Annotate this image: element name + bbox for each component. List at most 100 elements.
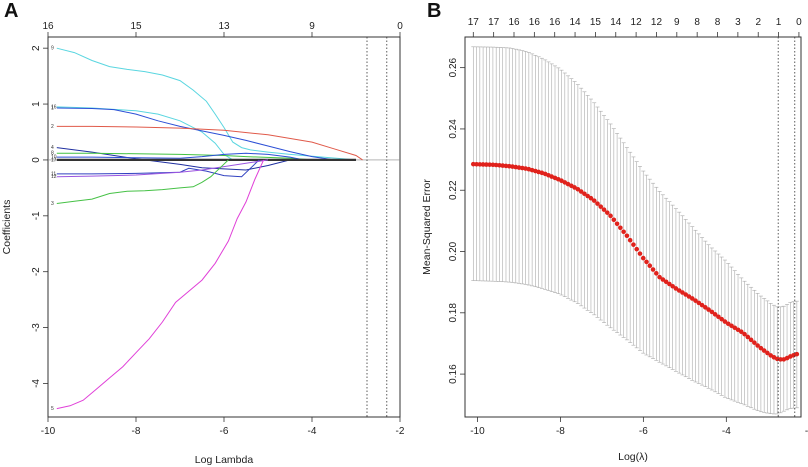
mse-point [703, 305, 708, 310]
coef-path-label-16: 16 [51, 104, 57, 110]
panel-b-toptick-label-11: 8 [694, 17, 700, 28]
panel-a-ytick-label-5: 1 [31, 101, 42, 107]
mse-point [618, 225, 623, 231]
panel-b-toptick-label-1: 17 [488, 17, 500, 28]
panel-b-xtick-label-0: -10 [470, 426, 485, 437]
coef-path-label-12: 12 [51, 174, 57, 180]
panel-b-xtick-label-3: -4 [722, 426, 731, 437]
coef-path-label-10: 10 [51, 155, 57, 161]
mse-point [657, 274, 662, 280]
panel-a-toptick-label-1: 15 [130, 21, 142, 32]
panel-b-xtick-label-4: -2 [805, 426, 808, 437]
panel-a-ytick-label-3: -1 [31, 211, 42, 220]
panel-a-xtick-label-2: -6 [220, 426, 229, 437]
mse-point [712, 312, 718, 317]
mse-point [591, 198, 597, 203]
mse-point [614, 221, 620, 227]
panel-a-xlabel: Log Lambda [195, 454, 254, 466]
mse-point [490, 162, 496, 168]
mse-point [585, 193, 590, 199]
mse-point [761, 348, 767, 353]
panel-a-xtick-label-1: -8 [132, 426, 141, 437]
panel-b-frame [464, 36, 802, 418]
mse-point [634, 246, 640, 252]
coef-path-label-8: 8 [51, 151, 54, 157]
panel-a-toptick-label-0: 16 [42, 21, 54, 32]
mse-point [644, 259, 649, 265]
mse-point [794, 351, 800, 357]
mse-point [758, 345, 764, 351]
panel-b-toptick-label-10: 9 [674, 17, 680, 28]
mse-point [611, 217, 617, 223]
panel-a-ytick-label-6: 2 [31, 45, 42, 51]
panel-b-ytick-label-1: 0.18 [448, 303, 459, 323]
mse-point [598, 204, 604, 209]
panel-b-toptick-label-2: 16 [508, 17, 520, 28]
panel-b-toptick-label-14: 2 [755, 17, 761, 28]
mse-point [578, 189, 584, 194]
mse-point [582, 191, 587, 197]
panel-b-toptick-label-3: 16 [529, 17, 541, 28]
mse-point [477, 162, 483, 167]
mse-point [716, 314, 721, 320]
panel-a-letter: A [4, 0, 18, 22]
mse-point [706, 307, 711, 312]
coef-path-1 [56, 107, 335, 161]
coef-path-label-11: 11 [51, 171, 56, 177]
mse-point [604, 210, 610, 215]
panel-b-toptick-label-5: 14 [569, 17, 581, 28]
mse-point [738, 329, 744, 335]
panel-b-xtick-label-2: -6 [639, 426, 648, 437]
mse-point [693, 298, 698, 303]
coef-path-label-1: 1 [51, 105, 54, 111]
panel-b-toptick-label-0: 17 [468, 17, 480, 28]
mse-point [745, 334, 751, 340]
panel-b-xtick-label-1: -8 [556, 426, 565, 437]
panel-b-cv-error: -10 -8 -6 -4 -2 0.16 0.18 0.20 0.22 0.24 0.26 17 17 1… [421, 17, 808, 463]
panel-b-toptick-label-15: 1 [776, 17, 782, 28]
mse-point [595, 201, 600, 206]
panel-a-toptick-label-4: 0 [397, 21, 403, 32]
coef-path-label-2: 2 [51, 124, 54, 130]
coef-path-label-5: 5 [51, 406, 54, 412]
panel-b-xlabel: Log(λ) [618, 451, 648, 463]
mse-point [474, 161, 479, 167]
mse-point [637, 251, 643, 256]
mse-point [765, 350, 770, 356]
panel-a-xtick-label-3: -4 [308, 426, 317, 437]
mse-point [470, 161, 476, 167]
panel-a-ylabel: Coefficients [1, 200, 13, 255]
panel-a-ytick-label-0: -4 [31, 379, 42, 388]
mse-point [480, 162, 486, 167]
mse-point [696, 300, 702, 306]
mse-point [650, 267, 656, 272]
panel-a-toptick-label-3: 9 [309, 21, 315, 32]
mse-point [647, 263, 653, 269]
mse-point [719, 316, 724, 322]
mse-point [487, 162, 492, 167]
mse-point [660, 277, 666, 282]
panel-b-toptick-label-12: 8 [715, 17, 721, 28]
mse-point [670, 283, 675, 289]
panel-b-ytick-label-3: 0.22 [448, 180, 459, 200]
coef-path-label-3: 3 [51, 201, 54, 207]
mse-point [667, 281, 672, 287]
panel-b-axes: -10 -8 -6 -4 -2 0.16 0.18 0.20 0.22 0.24 0.26 17 17 1… [448, 17, 808, 437]
panel-a-frame [47, 36, 401, 418]
mse-point [627, 237, 633, 243]
panel-b-ytick-label-2: 0.20 [448, 241, 459, 261]
mse-point [654, 271, 659, 276]
panel-b-ytick-label-4: 0.24 [448, 119, 459, 139]
coef-path-10 [56, 152, 304, 161]
mse-point [575, 186, 581, 192]
panel-b-toptick-label-7: 14 [610, 17, 622, 28]
panel-b-letter: B [427, 0, 441, 22]
panel-b-ylabel: Mean-Squared Error [421, 179, 433, 275]
panel-a-toptick-label-2: 13 [218, 21, 230, 32]
coef-path-9 [56, 47, 357, 161]
panel-b-errorbars [471, 46, 799, 415]
panel-a-ytick-label-2: -2 [31, 267, 42, 276]
